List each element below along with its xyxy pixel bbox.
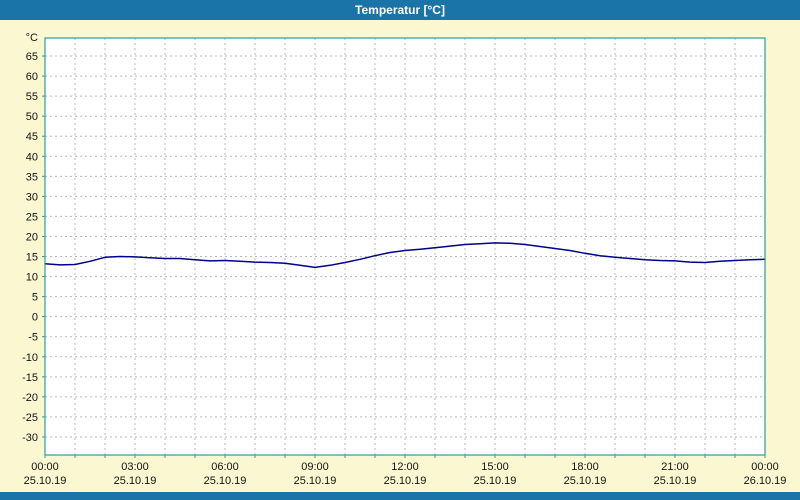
x-tick-time-label: 15:00 (481, 461, 509, 473)
x-tick-date-label: 25.10.19 (474, 475, 517, 487)
window-title: Temperatur [°C] (355, 3, 445, 17)
x-tick-date-label: 25.10.19 (384, 475, 427, 487)
plot-background (45, 38, 765, 455)
x-tick-date-label: 25.10.19 (204, 475, 247, 487)
y-tick-label: -10 (22, 352, 38, 364)
x-tick-time-label: 06:00 (211, 461, 239, 473)
y-tick-label: 65 (26, 51, 38, 63)
x-tick-date-label: 25.10.19 (564, 475, 607, 487)
gridlines (45, 38, 765, 455)
x-tick-time-label: 03:00 (121, 461, 149, 473)
y-tick-label: -15 (22, 372, 38, 384)
y-tick-label: 10 (26, 272, 38, 284)
y-axis-unit-label: °C (26, 32, 38, 44)
y-tick-label: 20 (26, 231, 38, 243)
axis-ticks (42, 55, 766, 458)
y-tick-label: -30 (22, 432, 38, 444)
y-tick-label: 15 (26, 252, 38, 264)
window-bottom-bar (0, 492, 800, 500)
y-tick-label: -25 (22, 412, 38, 424)
x-tick-date-label: 26.10.19 (744, 475, 787, 487)
y-tick-label: 25 (26, 211, 38, 223)
x-tick-time-label: 18:00 (571, 461, 599, 473)
x-tick-time-label: 09:00 (301, 461, 329, 473)
x-tick-date-label: 25.10.19 (24, 475, 67, 487)
y-tick-label: 30 (26, 191, 38, 203)
x-tick-time-label: 12:00 (391, 461, 419, 473)
window-titlebar: Temperatur [°C] (0, 0, 800, 20)
y-tick-label: 50 (26, 111, 38, 123)
y-tick-label: 5 (32, 292, 38, 304)
x-tick-time-label: 00:00 (751, 461, 779, 473)
x-tick-date-label: 25.10.19 (114, 475, 157, 487)
y-tick-label: 60 (26, 71, 38, 83)
y-tick-label: -20 (22, 392, 38, 404)
x-tick-date-label: 25.10.19 (654, 475, 697, 487)
y-tick-label: 45 (26, 131, 38, 143)
y-axis-labels: -30 -25 -20 -15 -10 -5 0 5 10 15 20 25 30 35 40 45 50 55 6… (22, 32, 38, 444)
y-tick-label: -5 (28, 332, 38, 344)
x-tick-time-label: 00:00 (31, 461, 59, 473)
temperature-chart: -30 -25 -20 -15 -10 -5 0 5 10 15 20 25 30 35 40 45 50 55 6… (22, 32, 787, 487)
chart-area: -30 -25 -20 -15 -10 -5 0 5 10 15 20 25 30 35 40 45 50 55 6… (0, 20, 800, 492)
y-tick-label: 55 (26, 91, 38, 103)
x-tick-date-label: 25.10.19 (294, 475, 337, 487)
y-tick-label: 40 (26, 151, 38, 163)
y-tick-label: 0 (32, 312, 38, 324)
x-axis-labels: 00:00 25.10.19 03:00 25.10.19 06:00 25.10.19 0… (24, 461, 787, 487)
temperature-line (44, 242, 766, 269)
x-tick-time-label: 21:00 (661, 461, 689, 473)
y-tick-label: 35 (26, 171, 38, 183)
